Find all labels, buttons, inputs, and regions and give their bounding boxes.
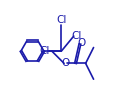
Text: O: O <box>78 38 86 48</box>
Text: Cl: Cl <box>71 31 82 41</box>
Text: Cl: Cl <box>39 46 49 56</box>
Text: O: O <box>61 58 70 68</box>
Text: Cl: Cl <box>56 15 67 25</box>
